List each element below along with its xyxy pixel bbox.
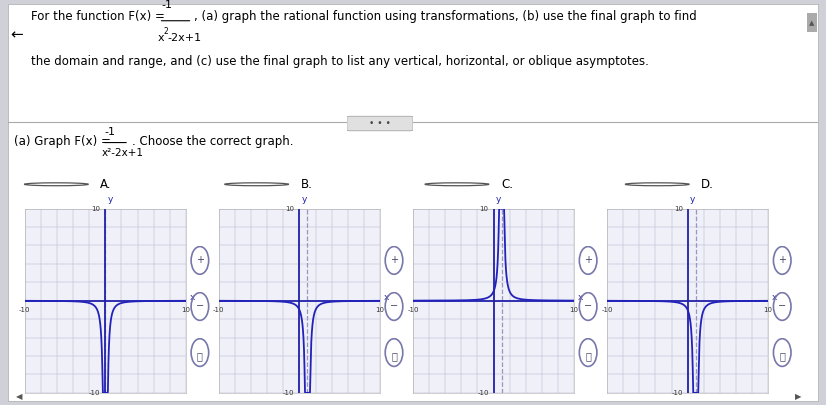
Text: -10: -10 xyxy=(601,307,613,313)
Text: y: y xyxy=(301,195,307,204)
Text: • • •: • • • xyxy=(369,119,391,128)
Text: +: + xyxy=(390,255,398,265)
Text: x: x xyxy=(578,292,583,302)
Text: ▲: ▲ xyxy=(809,20,814,26)
Text: the domain and range, and (c) use the final graph to list any vertical, horizont: the domain and range, and (c) use the fi… xyxy=(31,55,649,68)
Text: ◀: ◀ xyxy=(17,392,23,401)
Text: -10: -10 xyxy=(283,390,295,396)
Text: 10: 10 xyxy=(480,206,489,211)
Text: -10: -10 xyxy=(213,307,225,313)
Text: -10: -10 xyxy=(672,390,683,396)
Text: -10: -10 xyxy=(477,390,489,396)
Text: −: − xyxy=(778,301,786,311)
Text: x²-2x+1: x²-2x+1 xyxy=(102,148,144,158)
Text: x: x xyxy=(772,292,777,302)
Text: B.: B. xyxy=(301,178,312,191)
Text: ⧉: ⧉ xyxy=(779,351,786,361)
Text: ▶: ▶ xyxy=(795,392,801,401)
Text: 10: 10 xyxy=(92,206,101,211)
Text: (a) Graph F(x) =: (a) Graph F(x) = xyxy=(15,135,112,148)
Text: +: + xyxy=(196,255,204,265)
Text: y: y xyxy=(496,195,501,204)
FancyBboxPatch shape xyxy=(807,13,816,32)
Text: -10: -10 xyxy=(407,307,419,313)
Text: 10: 10 xyxy=(182,307,190,313)
Text: ⧉: ⧉ xyxy=(391,351,397,361)
Text: D.: D. xyxy=(701,178,714,191)
Text: C.: C. xyxy=(501,178,513,191)
Text: +: + xyxy=(778,255,786,265)
Text: -1: -1 xyxy=(104,127,116,136)
Text: A.: A. xyxy=(101,178,112,191)
Text: x: x xyxy=(384,292,389,302)
Text: 10: 10 xyxy=(570,307,578,313)
Text: −: − xyxy=(390,301,398,311)
Text: -2x+1: -2x+1 xyxy=(168,33,202,43)
Text: −: − xyxy=(584,301,592,311)
Text: ⧉: ⧉ xyxy=(585,351,591,361)
Text: 10: 10 xyxy=(286,206,295,211)
Text: y: y xyxy=(690,195,695,204)
Text: y: y xyxy=(107,195,113,204)
Text: , (a) graph the rational function using transformations, (b) use the final graph: , (a) graph the rational function using … xyxy=(194,10,697,23)
Text: . Choose the correct graph.: . Choose the correct graph. xyxy=(132,135,294,148)
Text: For the function F(x) =: For the function F(x) = xyxy=(31,10,165,23)
Text: x: x xyxy=(158,33,164,43)
Text: −: − xyxy=(196,301,204,311)
Text: 2: 2 xyxy=(164,27,169,36)
FancyBboxPatch shape xyxy=(347,116,413,131)
Text: ⧉: ⧉ xyxy=(197,351,203,361)
Text: +: + xyxy=(584,255,592,265)
Text: x: x xyxy=(190,292,195,302)
Text: 10: 10 xyxy=(376,307,384,313)
Text: 10: 10 xyxy=(764,307,772,313)
Text: -10: -10 xyxy=(89,390,101,396)
Text: ←: ← xyxy=(10,27,22,42)
Text: -1: -1 xyxy=(162,0,173,10)
Text: 10: 10 xyxy=(674,206,683,211)
Text: -10: -10 xyxy=(19,307,31,313)
